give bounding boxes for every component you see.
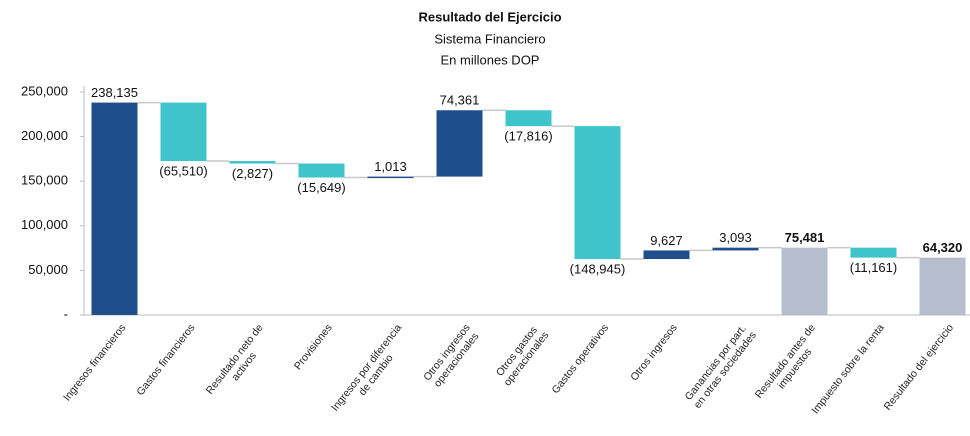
bar	[298, 163, 345, 178]
chart-subtitle: Sistema Financiero	[434, 31, 545, 46]
bar	[91, 102, 138, 315]
value-label: 1,013	[374, 159, 407, 174]
value-label: 9,627	[650, 233, 683, 248]
value-label: 238,135	[91, 85, 138, 100]
value-label: (11,161)	[850, 260, 897, 275]
bar	[436, 110, 483, 177]
bar	[643, 250, 690, 260]
y-tick-label: 50,000	[28, 262, 68, 277]
value-label: 64,320	[923, 240, 963, 255]
y-tick-label: -	[64, 306, 68, 321]
value-label: 3,093	[719, 230, 752, 245]
bar	[160, 102, 207, 162]
unit-note: En millones DOP	[441, 52, 540, 67]
y-tick-label: 100,000	[21, 217, 68, 232]
value-label: 75,481	[785, 230, 825, 245]
value-label: (65,510)	[159, 163, 207, 178]
bar	[505, 110, 552, 127]
y-tick-label: 150,000	[21, 173, 68, 188]
bar	[574, 126, 621, 260]
bar	[850, 247, 897, 258]
y-tick-label: 200,000	[21, 128, 68, 143]
value-label: 74,361	[440, 93, 480, 108]
value-label: (148,945)	[570, 261, 626, 276]
chart-title: Resultado del Ejercicio	[418, 9, 561, 24]
value-label: (2,827)	[232, 166, 273, 181]
bar	[367, 176, 414, 179]
bar	[229, 161, 276, 164]
bar	[919, 257, 966, 315]
bar	[781, 247, 828, 315]
bar	[712, 247, 759, 251]
value-label: (15,649)	[297, 180, 345, 195]
value-label: (17,816)	[504, 129, 552, 144]
y-tick-label: 250,000	[21, 83, 68, 98]
